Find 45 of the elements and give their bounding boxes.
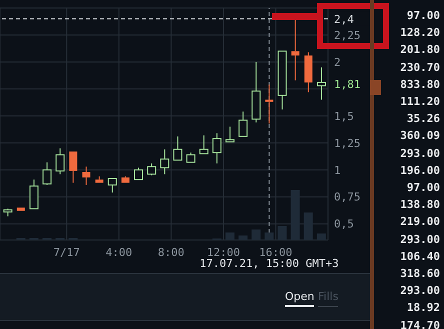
text: 106.40	[400, 250, 440, 263]
text: 174.70	[400, 318, 440, 329]
candlestick	[82, 166, 90, 186]
y-tick-label: 0,75	[334, 190, 360, 204]
y-tick-label: 2,25	[334, 28, 360, 42]
text: 35.26	[406, 112, 440, 126]
text: 293.00	[400, 232, 440, 246]
text: 293.00	[400, 284, 440, 298]
text: 230.70	[400, 60, 440, 74]
text: 138.80	[400, 198, 440, 212]
text: 97.00	[406, 9, 440, 22]
ref-line-label: 17.07.21, 15:00 GMT+3	[200, 257, 339, 270]
text: 201.80	[400, 43, 440, 56]
y-tick-label: 0,5	[334, 218, 354, 231]
text: 293.00	[400, 146, 440, 160]
text: 318.60	[400, 267, 440, 280]
text: 360.09	[400, 129, 440, 142]
candlestick	[160, 148, 170, 175]
text: Open	[285, 290, 314, 307]
candlestick	[3, 208, 12, 217]
text: 128.20	[400, 26, 440, 40]
candlestick	[291, 19, 300, 81]
y-tick-label: 1	[334, 164, 341, 177]
candlestick	[252, 61, 261, 123]
text: 18.92	[406, 301, 440, 314]
y-tick-label: 1,25	[334, 136, 360, 150]
text: Fills	[318, 290, 338, 307]
x-tick-label: 4:00	[106, 246, 132, 259]
candlestick	[316, 66, 326, 100]
candlestick	[212, 132, 222, 164]
y-tick-label: 2	[334, 56, 341, 69]
text: 111.20	[400, 95, 440, 108]
x-tick-label: 8:00	[158, 246, 184, 259]
text: 1,81	[332, 77, 362, 92]
text: 196.00	[400, 164, 440, 177]
candlestick	[265, 84, 274, 124]
y-tick-label: 1,5	[334, 110, 354, 123]
candlestick	[304, 52, 312, 93]
text: 219.00	[400, 215, 440, 228]
x-tick-label: 16:00	[259, 246, 292, 259]
text: 97.00	[406, 181, 440, 194]
text: 833.80	[400, 78, 440, 91]
x-tick-label: 12:00	[206, 246, 240, 259]
x-tick-label: 7/17	[53, 246, 80, 259]
ref-line-label: 2,4	[334, 12, 354, 26]
